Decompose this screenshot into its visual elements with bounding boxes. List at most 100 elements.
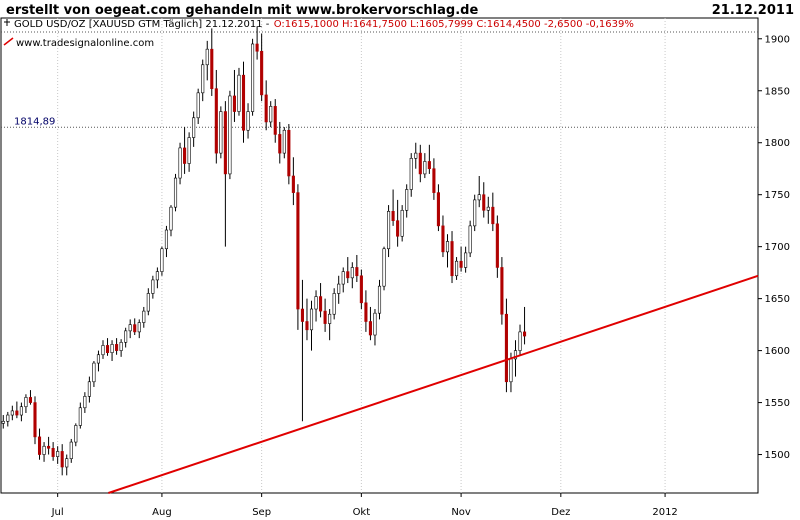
candle-body [423, 161, 427, 175]
candle-body [278, 134, 282, 154]
candle-body [260, 50, 264, 96]
level-line-group: 1814,89 [1, 31, 758, 128]
candle-body [251, 43, 255, 112]
candle-body [273, 106, 277, 135]
candle-body [441, 225, 445, 253]
y-tick-label: 1500 [765, 450, 790, 461]
candle-body [346, 271, 350, 279]
candle-body [382, 248, 386, 287]
plot-area: 1814,89 [0, 17, 759, 494]
candle-body [391, 211, 395, 221]
candle-body [355, 267, 359, 277]
candle-body [178, 147, 182, 179]
x-tick-label: Dez [551, 507, 570, 518]
candle-body [387, 211, 391, 250]
y-tick-label: 1850 [765, 86, 790, 97]
candle-body [414, 152, 418, 159]
candle-body [482, 194, 486, 211]
y-tick-label: 1750 [765, 190, 790, 201]
candle-body [341, 271, 345, 285]
candle-body [455, 260, 459, 277]
candle-body [300, 308, 304, 322]
candle-body [205, 48, 209, 66]
candle-body [133, 324, 137, 333]
candle-body [405, 189, 409, 211]
candle-body [246, 111, 250, 131]
candle-body [305, 321, 309, 331]
trendline-group [108, 274, 759, 494]
candle-body [323, 310, 327, 324]
candle-body [396, 220, 400, 237]
candle-body [101, 345, 105, 356]
candle-body [115, 344, 119, 351]
candle-body [337, 283, 341, 294]
y-tick-label: 1900 [765, 34, 790, 45]
x-tick-label: Aug [152, 507, 172, 518]
candle-body [128, 324, 132, 332]
candle-body [169, 206, 173, 231]
candle-body [241, 74, 246, 131]
plot-frame [0, 17, 759, 494]
candle-body [228, 95, 232, 175]
candle-body [155, 271, 159, 281]
candle-body [92, 362, 96, 383]
candle-body [28, 397, 33, 403]
candle-body [119, 341, 123, 351]
candle-body [164, 229, 168, 250]
candle-body [282, 129, 286, 154]
candle-body [450, 241, 454, 277]
candle-body [74, 425, 78, 443]
candle-body [359, 275, 363, 304]
candles [1, 26, 527, 476]
candle-body [60, 451, 64, 468]
candle-body [473, 199, 477, 227]
candle-body [296, 192, 300, 310]
candle-body [151, 279, 155, 294]
y-tick-label: 1800 [765, 138, 790, 149]
candle-body [427, 161, 431, 170]
candle-body [56, 451, 60, 457]
candle-body [1, 420, 5, 424]
candle-body [314, 296, 318, 310]
candle-body [319, 296, 323, 312]
candle-body [364, 302, 368, 322]
y-tick-label: 1650 [765, 294, 790, 305]
candle-body [464, 252, 468, 268]
x-axis: Jul Aug Sep Okt Nov Dez 2012 [51, 493, 678, 518]
candle-body [47, 445, 51, 449]
candle-body [373, 312, 377, 336]
candle-body [377, 285, 382, 314]
y-axis: 1500 1550 1600 1650 1700 1750 1800 1850 1900 [758, 34, 790, 461]
candle-body [15, 410, 19, 416]
candle-body [146, 293, 150, 312]
candle-body [65, 458, 69, 468]
legend-source: www.tradesignalonline.com [16, 38, 154, 49]
candle-body [6, 414, 10, 422]
candle-body [445, 241, 450, 253]
chart-header-title: erstellt von oegeat.com gehandeln mit ww… [6, 3, 478, 18]
candle-body [432, 168, 436, 193]
x-tick-label: Okt [353, 507, 371, 518]
candle-body [518, 331, 522, 351]
candle-body [96, 354, 101, 364]
candle-body [10, 410, 14, 416]
candle-body [486, 206, 490, 211]
candle-body [459, 260, 463, 268]
candle-body [173, 177, 178, 208]
candle-body [287, 129, 291, 177]
candle-body [183, 147, 187, 164]
candle-body [69, 441, 73, 460]
candle-body [42, 445, 46, 455]
candle-body [192, 117, 196, 138]
level-label: 1814,89 [14, 116, 55, 127]
x-tick-label: Nov [451, 507, 471, 518]
candle-body [78, 407, 82, 426]
candle-body [309, 308, 314, 331]
candle-body [237, 74, 241, 112]
candle-body [187, 137, 191, 164]
candle-body [269, 106, 273, 123]
candle-body [509, 358, 513, 383]
candle-body [19, 406, 23, 416]
candle-body [110, 344, 114, 353]
